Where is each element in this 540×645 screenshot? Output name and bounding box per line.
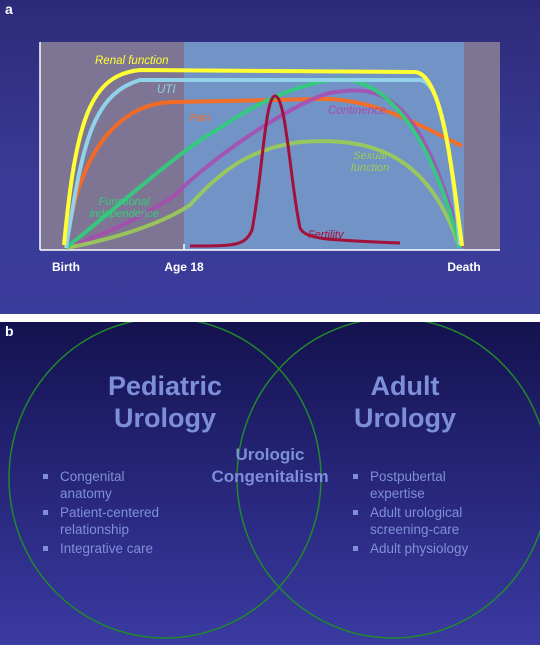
x-tick-label-death: Death xyxy=(447,260,480,274)
venn-diagram xyxy=(8,322,540,639)
life-course-diagram: Renal function UTI Pain Continence Sexua… xyxy=(39,42,500,274)
label-renal-function: Renal function xyxy=(95,55,169,67)
panel-b-letter: b xyxy=(5,323,14,339)
label-fertility: Fertility xyxy=(308,229,345,241)
label-pain: Pain xyxy=(190,113,210,124)
panel-a-letter: a xyxy=(5,1,13,17)
venn-circle-pediatric xyxy=(8,322,322,639)
adult-urology-title: Adult Urology xyxy=(353,371,456,433)
list-item: Adult physiology xyxy=(350,540,520,557)
pediatric-bullet-list: Congenital anatomy Patient-centered relati… xyxy=(40,468,200,559)
label-continence: Continence xyxy=(328,105,386,117)
urologic-congenitalism-title: Urologic Congenitalism xyxy=(211,445,329,486)
venn-circle-adult xyxy=(236,322,540,639)
list-item: Postpubertal expertise xyxy=(350,468,520,502)
panel-a: a Renal function UTI Pain Continence Sex… xyxy=(0,0,540,314)
x-tick-label-age18: Age 18 xyxy=(164,260,204,274)
list-item: Congenital anatomy xyxy=(40,468,200,502)
label-sexual-function: Sexual function xyxy=(351,150,390,174)
x-tick-label-birth: Birth xyxy=(52,260,80,274)
curve-functional-independence xyxy=(64,77,462,250)
list-item: Integrative care xyxy=(40,540,200,557)
label-functional-independence: Functional independence xyxy=(89,196,158,220)
label-uti: UTI xyxy=(157,84,176,96)
pediatric-urology-title: Pediatric Urology xyxy=(107,371,223,433)
post-death-region xyxy=(464,42,500,250)
panel-b: b Pediatric Urology Adult Urology Urolog… xyxy=(0,322,540,645)
list-item: Patient-centered relationship xyxy=(40,504,200,538)
list-item: Adult urological screening-care xyxy=(350,504,520,538)
adult-bullet-list: Postpubertal expertise Adult urological sc… xyxy=(350,468,520,559)
curve-renal-function xyxy=(62,67,464,247)
curve-fertility xyxy=(189,94,401,248)
